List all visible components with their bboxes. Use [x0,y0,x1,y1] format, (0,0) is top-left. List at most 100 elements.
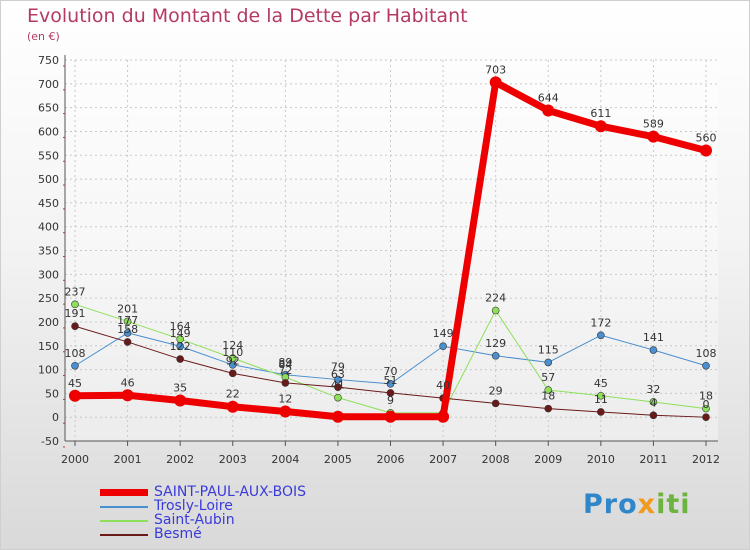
y-tick-label: 500 [38,173,59,186]
data-label: 18 [699,390,713,403]
data-point [702,413,710,421]
data-point [597,331,605,340]
data-label: 63 [331,368,345,381]
data-label: 0 [703,398,710,411]
y-tick-label: 150 [38,340,59,353]
data-point [649,398,658,406]
y-tick-label: -50 [41,435,59,448]
x-tick-label: 2007 [429,453,457,466]
data-label: 32 [646,383,660,396]
data-point [597,391,605,400]
data-label: 92 [226,354,240,367]
data-label: 237 [65,285,86,298]
data-point [544,358,553,367]
data-label: 115 [538,343,559,356]
data-label: 158 [117,323,138,336]
data-label: 177 [117,314,138,327]
data-label: 589 [643,118,664,131]
x-tick-label: 2003 [219,453,247,466]
data-label: 79 [331,361,345,374]
data-label: 84 [278,358,292,371]
data-point [331,410,344,423]
data-label: 22 [226,388,240,401]
data-label: 172 [590,316,611,329]
data-point [334,393,342,402]
data-point [594,120,607,133]
data-label: 11 [594,393,608,406]
data-point [386,380,395,388]
y-tick-label: 550 [38,149,59,162]
data-label: 164 [170,320,191,333]
legend-label: Besmé [154,526,202,542]
data-point [702,404,710,413]
y-tick-label: 700 [38,78,59,91]
x-tick-label: 2011 [639,453,667,466]
data-label: 29 [489,384,503,397]
y-tick-label: 600 [38,125,59,138]
data-point [544,404,553,413]
legend-label: Trosly-Loire [154,498,233,514]
y-tick-label: 50 [45,387,59,400]
data-label: 108 [65,347,86,360]
x-tick-label: 2006 [377,453,405,466]
data-point [649,346,658,354]
data-label: 12 [278,392,292,405]
data-label: 149 [170,327,191,340]
data-point [597,408,605,416]
data-label: 9 [387,394,394,407]
legend-swatch [100,506,148,508]
data-label: 149 [433,327,454,340]
data-point [542,104,555,117]
data-point [69,389,81,402]
legend-label: Saint-Aubin [154,512,235,528]
data-point [647,130,660,143]
data-label: 201 [117,302,138,315]
data-point [176,335,184,343]
data-label: 45 [594,377,608,390]
data-point [334,383,342,391]
y-tick-label: 350 [38,245,59,258]
y-tick-label: 250 [38,292,59,305]
data-label: 57 [541,371,555,384]
data-point [123,329,132,337]
data-label: 46 [121,376,135,389]
x-tick-label: 2005 [324,453,352,466]
data-label: 560 [696,131,717,144]
data-label: 141 [643,331,664,344]
data-point [649,411,658,420]
data-point [71,300,79,309]
data-label: 18 [541,390,555,403]
data-point [281,379,290,387]
data-label: 89 [278,356,292,369]
data-label: 124 [222,339,243,352]
x-tick-label: 2000 [61,453,89,466]
data-label: 110 [222,346,243,359]
y-tick-label: 400 [38,221,59,234]
data-point [491,399,500,408]
data-point [228,354,237,362]
x-tick-label: 2001 [114,453,142,466]
y-tick-label: 100 [38,364,59,377]
x-tick-label: 2004 [271,453,299,466]
chart-subtitle: (en €) [27,30,60,43]
data-label: 4 [650,396,657,409]
data-point [489,76,502,89]
data-point [174,394,187,407]
data-point [123,317,132,326]
data-label: 41 [331,379,345,392]
legend-label: SAINT-PAUL-AUX-BOIS [154,484,306,500]
data-point [121,389,134,402]
data-label: 108 [696,347,717,360]
x-tick-label: 2008 [482,453,510,466]
y-tick-label: 750 [38,54,59,67]
legend-swatch [100,534,148,536]
data-label: 35 [173,382,187,395]
data-label: 224 [485,292,506,305]
data-label: 644 [538,91,559,104]
data-point [702,361,710,370]
data-point [279,405,292,418]
x-tick-label: 2010 [587,453,615,466]
data-point [334,375,342,384]
